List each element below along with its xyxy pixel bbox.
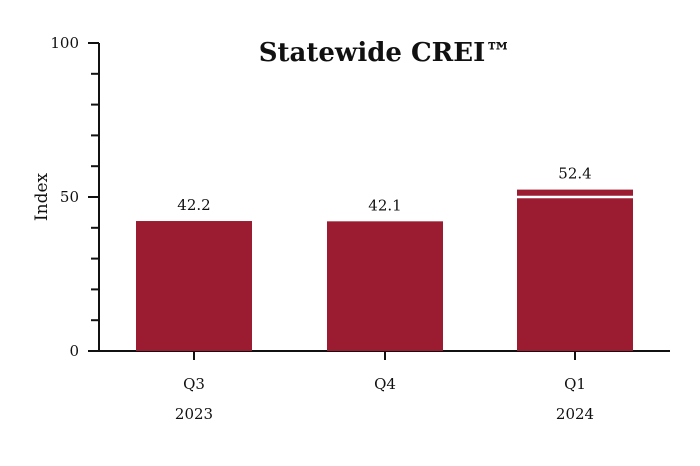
- bar-q1: [517, 189, 633, 351]
- year-label: 2023: [175, 405, 213, 423]
- x-tick-label: Q4: [374, 375, 396, 393]
- y-axis-label: Index: [32, 172, 52, 221]
- bar-q4: [327, 221, 443, 351]
- y-axis-ticks: 0 50 100: [50, 34, 99, 360]
- y-tick-label: 0: [69, 342, 79, 360]
- bars: 42.2 42.1 52.4: [136, 165, 633, 351]
- y-tick-label: 50: [60, 188, 79, 206]
- y-tick-label: 100: [50, 34, 79, 52]
- chart-title: Statewide CREI™: [259, 38, 512, 68]
- value-label: 52.4: [558, 165, 591, 183]
- year-label: 2024: [556, 405, 594, 423]
- x-tick-label: Q3: [183, 375, 205, 393]
- value-label: 42.2: [177, 196, 210, 214]
- x-axis-labels: Q3 2023 Q4 Q1 2024: [175, 351, 594, 423]
- x-tick-label: Q1: [564, 375, 586, 393]
- value-label: 42.1: [368, 196, 401, 214]
- bar-q3: [136, 221, 252, 351]
